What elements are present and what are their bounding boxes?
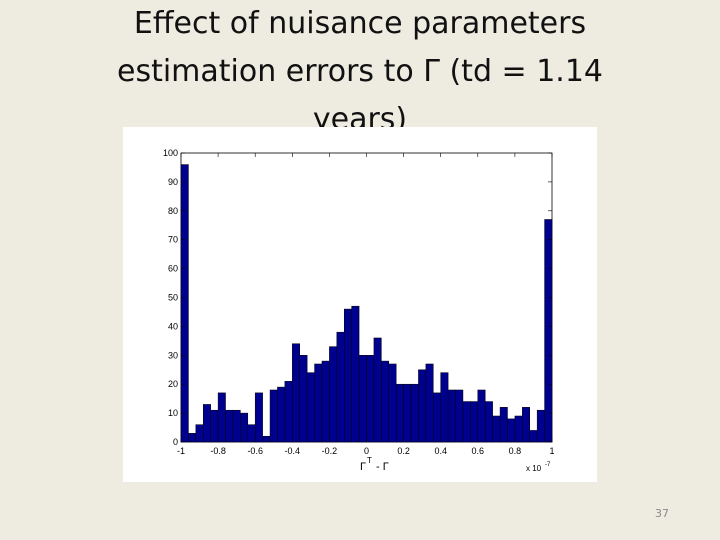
bar: [403, 383, 412, 443]
x-tick-label: 0.6: [472, 446, 485, 456]
bar: [410, 383, 419, 443]
y-tick-label: 30: [168, 350, 178, 360]
bar: [240, 412, 249, 443]
x-tick-label: 0.4: [434, 446, 447, 456]
y-tick-label: 10: [168, 408, 178, 418]
bar: [455, 389, 464, 443]
x-scale-exponent: -7: [545, 462, 551, 468]
bar: [477, 389, 486, 443]
x-tick-label: 0: [364, 446, 369, 456]
bar: [343, 308, 352, 443]
y-tick-label: 20: [168, 379, 178, 389]
bar: [470, 401, 479, 443]
y-tick-label: 80: [168, 206, 178, 216]
bar: [292, 343, 300, 443]
bar: [388, 363, 397, 443]
bar: [425, 363, 434, 443]
y-tick-label: 40: [168, 321, 178, 331]
y-tick-label: 50: [168, 293, 178, 303]
x-tick-label: 1: [549, 446, 554, 456]
bar: [529, 430, 538, 443]
bar: [314, 363, 323, 443]
bar: [418, 369, 427, 443]
x-label-base: Γ: [360, 461, 366, 473]
bar: [188, 433, 197, 443]
y-tick-label: 70: [168, 235, 178, 245]
bar: [358, 355, 367, 443]
y-tick-label: 0: [173, 437, 178, 447]
bar: [499, 407, 508, 443]
bar: [195, 424, 204, 443]
bar: [232, 409, 241, 443]
bar: [217, 392, 226, 443]
page-number: 37: [655, 507, 669, 520]
bar: [247, 424, 256, 443]
bar: [336, 331, 345, 443]
bar: [225, 409, 234, 443]
bar: [254, 392, 263, 443]
bar: [269, 389, 278, 443]
bar: [544, 219, 553, 443]
slide-title: Effect of nuisance parameters estimation…: [116, 6, 603, 137]
bar: [536, 409, 545, 443]
x-label-sup: T: [367, 456, 372, 465]
x-tick-label: -1: [177, 446, 185, 456]
x-tick-label: -0.8: [210, 446, 226, 456]
x-tick-label: -0.4: [285, 446, 301, 456]
bar: [299, 355, 308, 443]
bar: [277, 386, 286, 443]
x-tick-label: 0.2: [397, 446, 410, 456]
bar: [262, 435, 271, 443]
x-label-rest: - Γ: [376, 461, 389, 473]
bar: [462, 401, 471, 443]
y-tick-label: 60: [168, 264, 178, 274]
bar: [514, 415, 523, 443]
bar: [351, 305, 360, 443]
bar: [433, 392, 441, 443]
y-tick-label: 90: [168, 177, 178, 187]
bar: [381, 360, 390, 443]
bar: [366, 355, 375, 443]
bar: [440, 372, 449, 443]
bar: [203, 404, 211, 443]
bar: [447, 389, 456, 443]
bar: [373, 337, 382, 443]
bar: [507, 418, 516, 443]
x-tick-label: -0.6: [247, 446, 263, 456]
bar: [329, 346, 338, 443]
bar: [522, 407, 530, 443]
y-tick-label: 100: [163, 148, 178, 158]
bar: [306, 372, 315, 443]
bar: [180, 164, 189, 443]
x-tick-label: -0.2: [322, 446, 338, 456]
bar: [210, 409, 219, 443]
bar: [284, 381, 293, 443]
bar: [492, 415, 501, 443]
x-scale-label: x 10: [526, 464, 542, 473]
x-tick-label: 0.8: [509, 446, 522, 456]
bar: [484, 401, 493, 443]
bar: [395, 383, 404, 443]
bar: [321, 360, 330, 443]
